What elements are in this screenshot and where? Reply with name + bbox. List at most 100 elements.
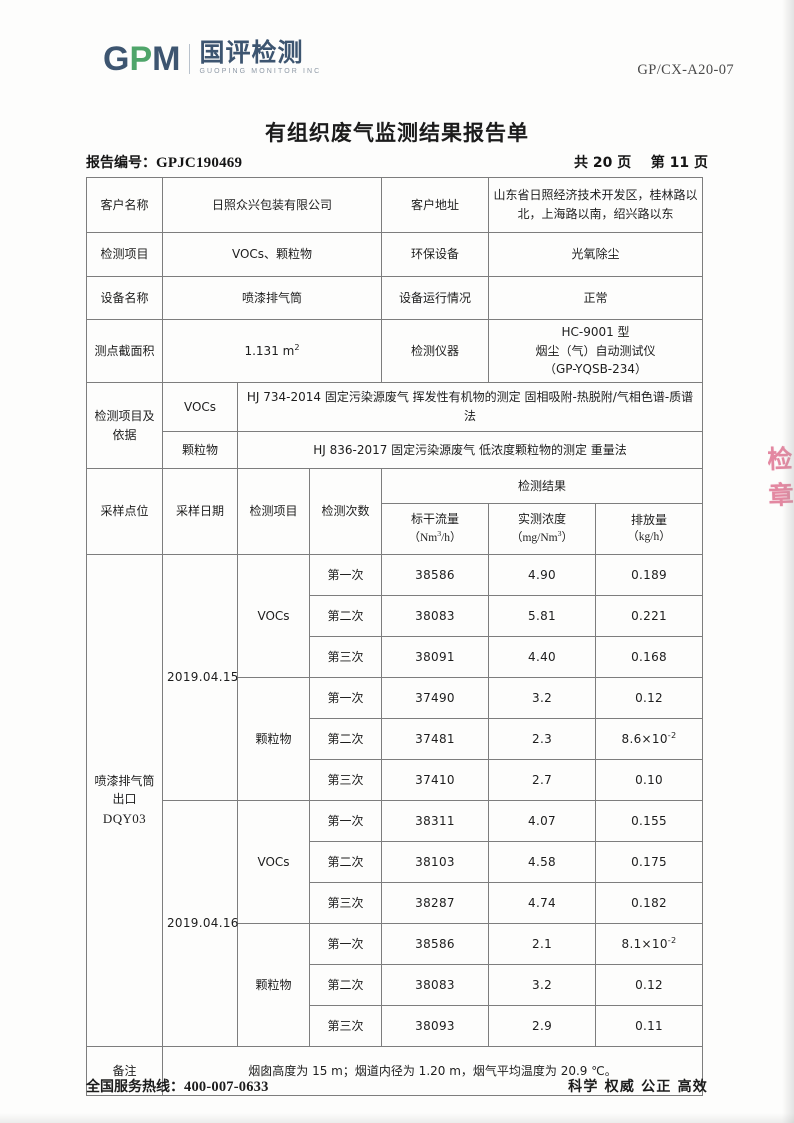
page-title: 有组织废气监测结果报告单 [265,121,529,145]
results-header-row-1: 采样点位 采样日期 检测项目 检测次数 检测结果 [86,468,704,555]
value-section-area: 1.131 m2 [161,319,383,383]
red-seal-stamp: 检测专用章 [768,440,794,625]
label-test-item: 检测项目 [86,232,163,277]
header-run-count: 检测次数 [308,468,383,555]
table-row: 2019.04.16 VOCs 第一次 38311 4.07 0.155 [87,800,704,1047]
emission-exponent: -2 [667,935,677,946]
header-standard-flow-text: 标干流量 [411,511,460,526]
cell-emission: 0.182 [595,882,704,924]
cell-run: 第三次 [308,759,383,801]
value-env-equipment: 光氧除尘 [488,232,704,277]
cell-flow: 37490 [381,677,490,719]
table-row: 第三次 38287 4.74 0.182 [87,882,704,924]
section-area-number: 1.131 m [244,344,295,359]
cell-item-name: 颗粒物 [237,923,310,1047]
cell-conc: 4.40 [488,636,597,678]
table-row-section-area: 测点截面积 1.131 m2 检测仪器 HC-9001 型 烟尘（气）自动测试仪… [86,319,704,383]
header-sampling-point: 采样点位 [86,468,163,555]
instrument-name: 烟尘（气）自动测试仪 [535,343,656,358]
label-remark: 备注 [86,1046,163,1096]
sampling-point-line1: 喷漆排气筒 [94,773,155,788]
document-header: GPM 国评检测 GUOPING MONITOR INC GP/CX-A20-0… [0,0,794,100]
cell-run: 第二次 [308,718,383,760]
service-hotline: 全国服务热线：400-007-0633 [86,1076,269,1096]
label-client-name: 客户名称 [86,177,163,233]
cell-sampling-date: 2019.04.15 [162,554,238,801]
service-hotline-label: 全国服务热线： [86,1079,184,1095]
cell-emission: 0.10 [595,759,704,801]
instrument-model: HC-9001 型 [561,325,630,340]
cell-emission: 0.168 [595,636,704,678]
cell-conc: 2.1 [488,923,597,965]
cell-conc: 5.81 [488,595,597,637]
header-results-group: 检测结果 [381,468,704,504]
red-seal-text: 检测专用章 [768,441,794,511]
cell-emission: 0.221 [595,595,704,637]
cell-emission: 0.189 [595,554,704,596]
header-emission: 排放量 （kg/h） [595,503,704,555]
sampling-point-code: DQY03 [102,811,147,827]
basis-item-vocs: VOCs [162,382,238,432]
logo-letter-g: G [103,40,130,78]
label-test-basis-line2: 依据 [112,427,137,442]
cell-emission: 8.6×10-2 [595,718,704,760]
value-instrument: HC-9001 型 烟尘（气）自动测试仪 （GP-YQSB-234） [488,319,704,383]
header-standard-flow-unit: （Nm3/h） [386,528,484,548]
cell-emission: 0.155 [595,800,704,842]
document-code: GP/CX-A20-07 [637,62,734,78]
value-client-address: 山东省日照经济技术开发区，桂林路以北，上海路以南，绍兴路以东 [488,177,704,233]
header-sampling-date: 采样日期 [162,468,238,555]
cell-emission: 8.1×10-2 [595,923,704,965]
value-device-name: 喷漆排气筒 [161,276,383,320]
cell-item-name: VOCs [237,554,310,678]
emission-exponent: -2 [667,730,677,741]
header-emission-unit: （kg/h） [627,531,671,544]
company-slogan: 科学 权威 公正 高效 [568,1079,708,1095]
page-count: 共 20 页 第 11 页 [574,155,708,171]
value-test-item: VOCs、颗粒物 [161,232,383,277]
table-row-client: 客户名称 日照众兴包装有限公司 客户地址 山东省日照经济技术开发区，桂林路以北，… [86,177,704,233]
logo-english-name: GUOPING MONITOR INC [199,68,322,75]
scan-edge-right [782,0,794,1123]
cell-flow: 37410 [381,759,490,801]
cell-run: 第一次 [308,677,383,719]
emission-mantissa: 8.1×10 [621,937,668,952]
logo-chinese-block: 国评检测 GUOPING MONITOR INC [199,40,321,76]
section-area-exponent: 2 [294,342,300,353]
cell-conc: 2.7 [488,759,597,801]
header-measured-conc-text: 实测浓度 [518,511,567,526]
scan-edge-bottom [0,1113,794,1123]
basis-text-vocs: HJ 734-2014 固定污染源废气 挥发性有机物的测定 固相吸附-热脱附/气… [236,382,704,432]
report-number-label: 报告编号： [86,155,156,171]
table-row: 第二次 38083 5.81 0.221 [87,595,704,637]
value-remark: 烟囱高度为 15 m；烟道内径为 1.20 m，烟气平均温度为 20.9 ℃。 [161,1046,704,1096]
conc-unit-pre: （mg/Nm [510,532,558,545]
logo-divider [189,44,191,74]
table-row: 第二次 37481 2.3 8.6×10-2 [87,718,704,760]
cell-flow: 38287 [381,882,490,924]
header-emission-text: 排放量 [631,512,668,527]
flow-unit-pre: （Nm [408,532,438,545]
label-test-basis: 检测项目及 依据 [86,382,163,469]
cell-run: 第二次 [308,964,383,1006]
cell-flow: 37481 [381,718,490,760]
table-row: 颗粒物 第一次 38586 2.1 8.1×10-2 [87,923,704,1047]
cell-emission: 0.175 [595,841,704,883]
cell-conc: 3.2 [488,677,597,719]
cell-run: 第二次 [308,595,383,637]
basis-item-particulate: 颗粒物 [162,431,238,469]
logo-letter-m: M [152,40,181,78]
cell-run: 第三次 [308,636,383,678]
cell-item-name: VOCs [237,800,310,924]
cell-run: 第一次 [308,554,383,596]
sampling-point-line2: 出口 [112,792,137,807]
value-client-name: 日照众兴包装有限公司 [161,177,383,233]
value-device-status: 正常 [488,276,704,320]
flow-unit-sup: 3 [437,529,442,539]
report-number-value: GPJC190469 [156,155,243,171]
table-row-remark: 备注 烟囱高度为 15 m；烟道内径为 1.20 m，烟气平均温度为 20.9 … [86,1046,704,1096]
company-logo: GPM 国评检测 GUOPING MONITOR INC [103,40,321,78]
report-table: 客户名称 日照众兴包装有限公司 客户地址 山东省日照经济技术开发区，桂林路以北，… [86,177,704,1096]
cell-conc: 4.07 [488,800,597,842]
emission-mantissa: 8.6×10 [621,732,668,747]
